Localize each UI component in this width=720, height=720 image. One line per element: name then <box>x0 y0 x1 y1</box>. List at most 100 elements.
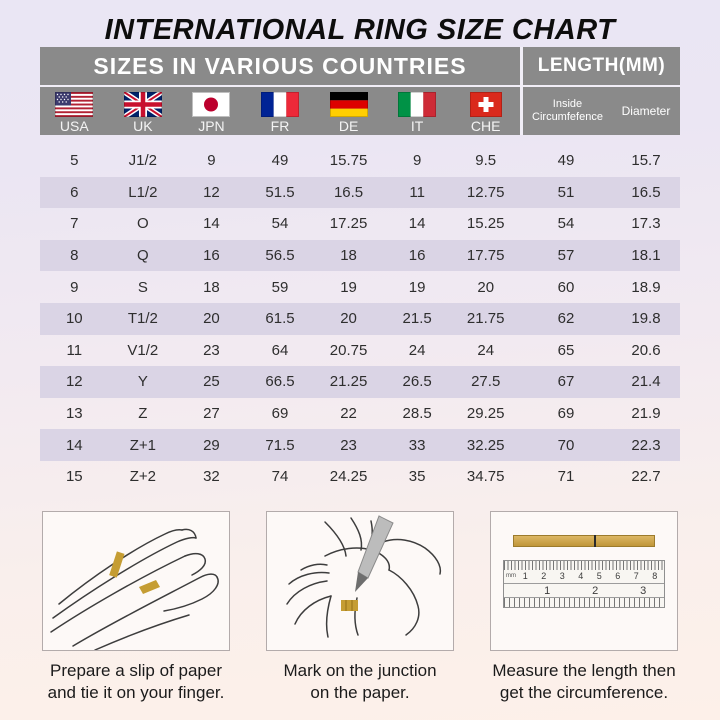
table-cell: 19 <box>408 278 426 296</box>
hand-sketch-icon <box>50 528 219 650</box>
table-cell: 71 <box>557 468 575 486</box>
table-cell: L1/2 <box>128 183 158 201</box>
uk-flag-icon <box>123 92 162 117</box>
table-cell: 70 <box>557 436 575 454</box>
country-code: UK <box>133 118 153 134</box>
table-cell: 19 <box>340 278 357 296</box>
instruction-panels: Prepare a slip of paper and tie it on yo… <box>0 510 720 704</box>
table-cell: 67 <box>557 373 575 391</box>
country-code: JPN <box>198 118 225 134</box>
table-group-header: SIZES IN VARIOUS COUNTRIES LENGTH(MM) <box>40 47 680 85</box>
table-row: 12 Y 25 66.5 21.25 26.5 27.5 67 21.4 <box>40 366 680 398</box>
table-cell: 65 <box>557 341 575 359</box>
table-cell: 19.8 <box>631 310 661 328</box>
table-cell: 16 <box>203 247 220 265</box>
table-cell: 20.6 <box>631 341 661 359</box>
table-cell: 22.7 <box>631 468 661 486</box>
ruler-mm-numbers: 1 2 3 4 5 6 7 8 <box>516 570 664 583</box>
country-code: CHE <box>470 118 501 134</box>
table-cell: 34.75 <box>466 468 505 486</box>
table-cell: 5 <box>70 152 79 170</box>
table-cell: 9 <box>70 278 79 296</box>
table-cell: 20 <box>340 310 357 328</box>
table-cell: 18 <box>203 278 220 296</box>
table-cell: 35 <box>408 468 426 486</box>
table-cell: 20.75 <box>329 341 368 359</box>
table-cell: 66.5 <box>265 373 295 391</box>
ruler-inch-scale: 1 2 3 <box>504 582 664 598</box>
table-cell: Z+1 <box>129 436 156 454</box>
table-cell: 15.75 <box>329 152 368 170</box>
switzerland-flag-icon <box>469 92 502 117</box>
ruler-mm-number: 2 <box>541 570 547 581</box>
italy-flag-icon <box>398 92 437 117</box>
table-cell: 20 <box>477 278 495 296</box>
table-cell: Z <box>138 405 148 423</box>
table-cell: 62 <box>557 310 575 328</box>
table-cell: 17.3 <box>631 215 661 233</box>
table-cell: 28.5 <box>402 405 432 423</box>
ruler-unit-label: mm <box>506 573 516 580</box>
table-cell: 71.5 <box>265 436 295 454</box>
table-cell: 6 <box>70 183 79 201</box>
table-cell: 18.9 <box>631 278 661 296</box>
step-3-caption: Measure the length then get the circumfe… <box>492 660 676 702</box>
table-cell: J1/2 <box>128 152 158 170</box>
table-cell: 21.25 <box>329 373 368 391</box>
table-cell: S <box>137 278 148 296</box>
size-chart-table: SIZES IN VARIOUS COUNTRIES LENGTH(MM) <box>40 47 680 493</box>
ruler-mm-number: 3 <box>559 570 565 581</box>
table-cell: 49 <box>271 152 289 170</box>
japan-flag-icon <box>192 92 231 117</box>
table-row: 11 V1/2 23 64 20.75 24 24 65 20.6 <box>40 335 680 367</box>
marking-hands-sketch-icon <box>286 514 442 638</box>
country-code: USA <box>59 118 89 134</box>
table-cell: 74 <box>271 468 289 486</box>
table-cell: 54 <box>271 215 289 233</box>
table-cell: Q <box>137 247 149 265</box>
table-cell: 24 <box>477 341 495 359</box>
ruler-mm-number: 4 <box>578 570 584 581</box>
table-cell: 18.1 <box>631 247 661 265</box>
table-cell: 15.25 <box>466 215 505 233</box>
table-cell: 12 <box>203 183 220 201</box>
column-inside-circumference: Inside Circumfefence <box>519 87 612 135</box>
step-1-caption: Prepare a slip of paper and tie it on yo… <box>47 660 225 702</box>
table-cell: 23 <box>203 341 220 359</box>
table-cell: 29.25 <box>466 405 505 423</box>
step-2-caption: Mark on the junction on the paper. <box>283 660 437 702</box>
table-cell: 24 <box>408 341 426 359</box>
table-body: 5 J1/2 9 49 15.75 9 9.5 49 15.7 6 L1/2 12 51.5 16.5 11… <box>40 135 680 493</box>
country-code: DE <box>338 118 359 134</box>
hand-with-paper-illustration <box>42 510 230 651</box>
column-it: IT <box>382 87 452 135</box>
table-cell: 22 <box>340 405 357 423</box>
ruler-mm-number: 5 <box>596 570 602 581</box>
table-cell: 56.5 <box>265 247 295 265</box>
table-cell: 11 <box>66 341 83 359</box>
table-row: 13 Z 27 69 22 28.5 29.25 69 21.9 <box>40 398 680 430</box>
table-cell: 33 <box>408 436 426 454</box>
column-uk: UK <box>108 87 178 135</box>
ruler-icon: mm 1 2 3 4 5 6 7 8 1 2 3 <box>503 559 665 608</box>
table-cell: 11 <box>409 183 425 201</box>
table-cell: 8 <box>70 247 79 265</box>
junction-mark-icon <box>593 534 596 547</box>
table-cell: 9 <box>207 152 216 170</box>
header-sizes-in-various-countries: SIZES IN VARIOUS COUNTRIES <box>40 47 520 85</box>
table-cell: 60 <box>557 278 575 296</box>
table-cell: 51.5 <box>265 183 295 201</box>
table-cell: 18 <box>340 247 357 265</box>
paper-strip <box>513 534 655 547</box>
table-cell: Z+2 <box>129 468 156 486</box>
table-cell: 61.5 <box>265 310 295 328</box>
table-cell: 54 <box>557 215 575 233</box>
mark-junction-illustration <box>266 510 454 651</box>
column-fr: FR <box>245 87 315 135</box>
ruler-mm-scale: mm 1 2 3 4 5 6 7 8 <box>504 570 664 583</box>
table-row: 9 S 18 59 19 19 20 60 18.9 <box>40 271 680 303</box>
table-row: 7 O 14 54 17.25 14 15.25 54 17.3 <box>40 208 680 240</box>
table-cell: 17.75 <box>466 247 505 265</box>
table-cell: 32.25 <box>466 436 505 454</box>
table-cell: 15.7 <box>631 152 661 170</box>
